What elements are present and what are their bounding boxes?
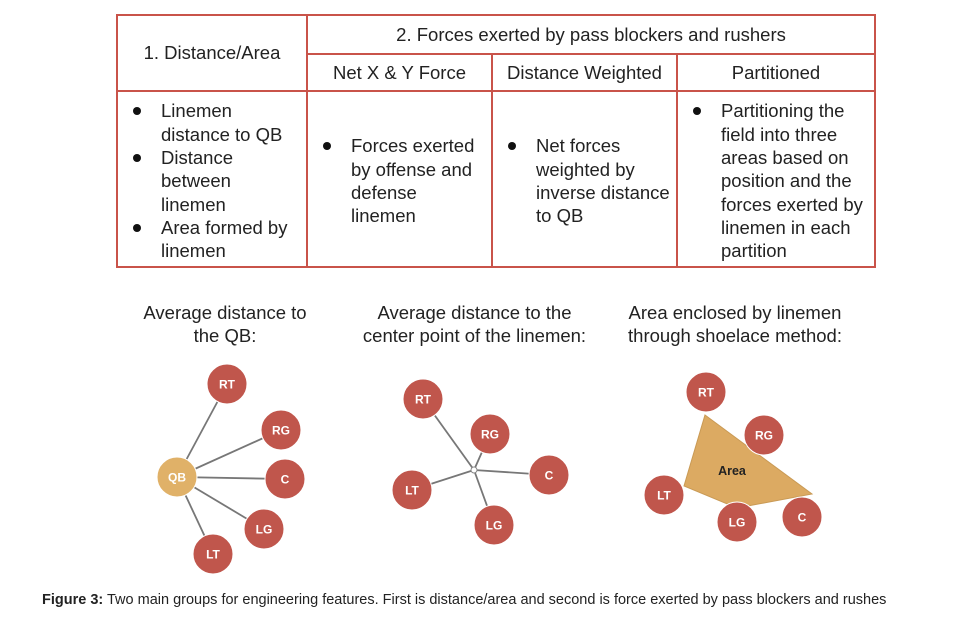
cell-distance-area: Linemen distance to QB Distance between … <box>116 90 308 268</box>
player-circle <box>743 414 785 456</box>
player-label: RG <box>272 424 290 438</box>
bullet-forces-exerted: Forces exerted by offense and defense li… <box>308 134 485 227</box>
player-lg: LG <box>716 501 758 543</box>
bullet-net-forces-weighted: Net forces weighted by inverse distance … <box>493 134 670 227</box>
col-forces-group-header: 2. Forces exerted by pass blockers and r… <box>305 14 877 55</box>
caption-label: Figure 3: <box>42 592 104 608</box>
cell-net-xy-force: Forces exerted by offense and defense li… <box>306 90 493 268</box>
player-circle <box>643 474 685 516</box>
player-lt: LT <box>391 469 433 511</box>
player-label: RG <box>481 428 499 442</box>
bullet-distance-between-linemen: Distance between linemen <box>118 146 300 216</box>
player-circle <box>528 454 570 496</box>
diagram-distance-to-center: RT RG C LT LG <box>391 378 570 546</box>
player-c: C <box>781 496 823 538</box>
player-c: C <box>528 454 570 496</box>
diagram-area-enclosed: Area RT RG LT LG C <box>643 371 823 543</box>
subheader-partitioned: Partitioned <box>675 53 877 92</box>
player-circle <box>264 458 306 500</box>
qb-circle <box>156 456 198 498</box>
player-label: LG <box>256 523 273 537</box>
bullet-partitioning: Partitioning the field into three areas … <box>678 99 868 262</box>
player-label: LT <box>206 548 220 562</box>
player-rt: RT <box>206 363 248 405</box>
player-label: RG <box>755 429 773 443</box>
player-circle <box>192 533 234 575</box>
bullet-area-formed: Area formed by linemen <box>118 216 300 263</box>
player-circle <box>716 501 758 543</box>
player-c: C <box>264 458 306 500</box>
player-circle <box>469 413 511 455</box>
player-lt: LT <box>192 533 234 575</box>
player-rg: RG <box>260 409 302 451</box>
player-circle <box>402 378 444 420</box>
player-label: C <box>281 473 290 487</box>
col-distance-area-header: 1. Distance/Area <box>116 14 308 92</box>
figure-caption: Figure 3: Two main groups for engineerin… <box>42 592 962 608</box>
player-rg: RG <box>469 413 511 455</box>
features-table: 1. Distance/Area 2. Forces exerted by pa… <box>116 14 877 268</box>
player-label: C <box>545 469 554 483</box>
player-label: RT <box>698 386 715 400</box>
player-lg: LG <box>473 504 515 546</box>
center-point <box>470 466 478 474</box>
diagram2-title: Average distance to the center point of … <box>362 302 587 346</box>
player-circle <box>391 469 433 511</box>
player-rt: RT <box>402 378 444 420</box>
player-circle <box>206 363 248 405</box>
cell-partitioned: Partitioning the field into three areas … <box>675 90 877 268</box>
player-rg: RG <box>743 414 785 456</box>
player-label: RT <box>415 393 432 407</box>
subheader-distance-weighted: Distance Weighted <box>491 53 678 92</box>
bullet-linemen-distance-qb: Linemen distance to QB <box>118 99 300 146</box>
caption-text: Two main groups for engineering features… <box>103 592 887 608</box>
player-label: C <box>798 511 807 525</box>
player-label: LT <box>657 489 671 503</box>
player-label: LG <box>486 519 503 533</box>
player-circle <box>473 504 515 546</box>
diagram3-title: Area enclosed by linemen through shoelac… <box>628 302 842 346</box>
player-label: LG <box>729 516 746 530</box>
player-label: RT <box>219 378 236 392</box>
subheader-net-xy-force: Net X & Y Force <box>306 53 493 92</box>
player-circle <box>685 371 727 413</box>
player-circle <box>781 496 823 538</box>
player-circle <box>243 508 285 550</box>
player-qb: QB <box>156 456 198 498</box>
diagram1-title: Average distance to the QB: <box>143 302 307 346</box>
cell-distance-weighted: Net forces weighted by inverse distance … <box>491 90 678 268</box>
player-label: LT <box>405 484 419 498</box>
qb-label: QB <box>168 471 186 485</box>
player-lg: LG <box>243 508 285 550</box>
player-circle <box>260 409 302 451</box>
player-rt: RT <box>685 371 727 413</box>
diagram-distance-to-qb: QB RT RG C LG LT <box>156 363 306 575</box>
player-lt: LT <box>643 474 685 516</box>
area-label: Area <box>718 464 747 478</box>
